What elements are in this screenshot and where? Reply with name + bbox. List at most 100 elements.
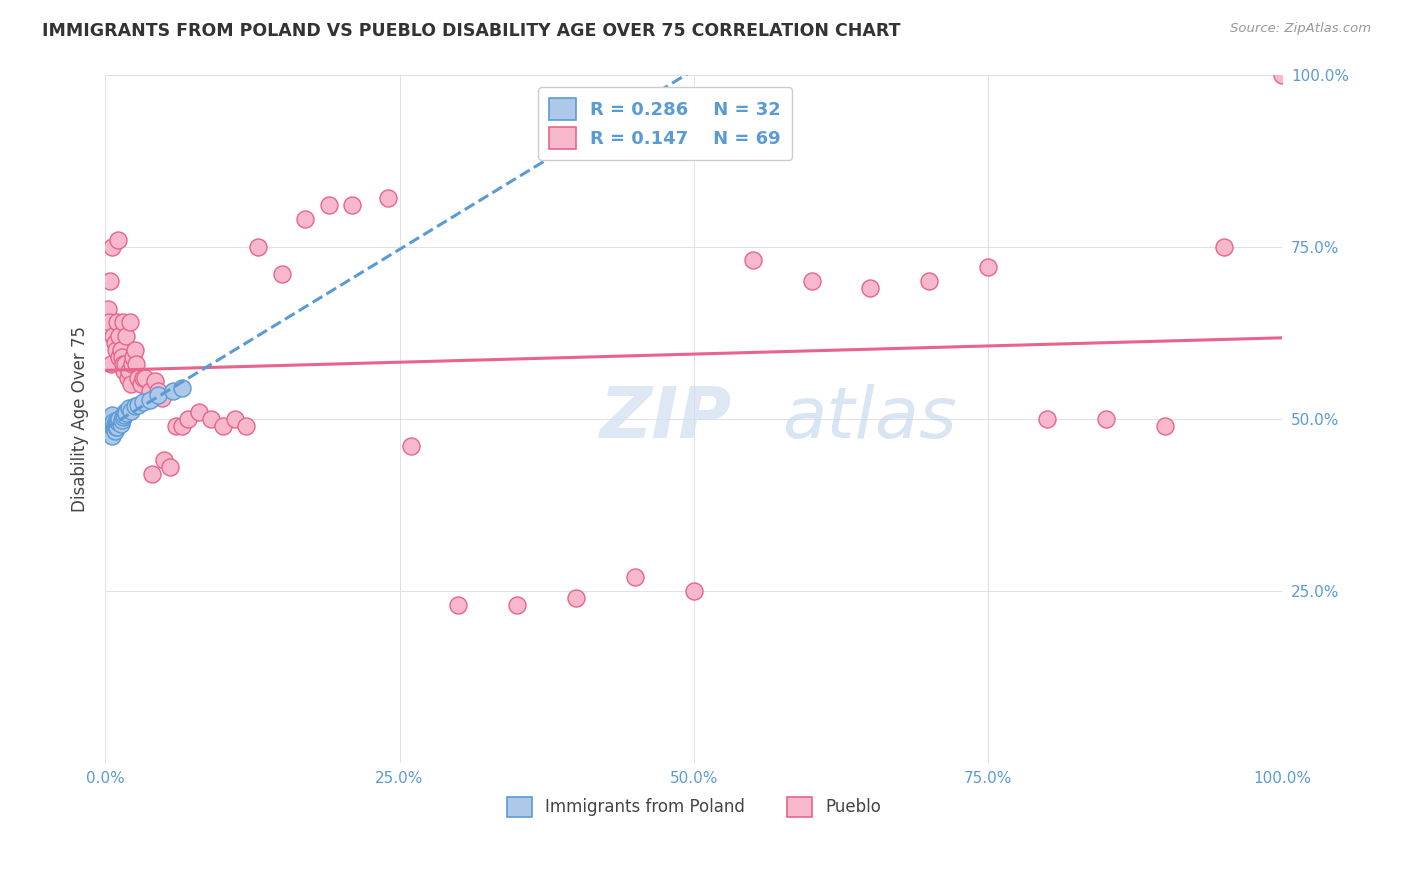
Point bbox=[118, 363, 141, 377]
Point bbox=[162, 384, 184, 399]
Point bbox=[918, 274, 941, 288]
Point bbox=[105, 315, 128, 329]
Point bbox=[121, 357, 143, 371]
Point bbox=[111, 413, 134, 427]
Point bbox=[139, 392, 162, 407]
Point bbox=[104, 420, 127, 434]
Point bbox=[176, 412, 198, 426]
Point bbox=[235, 418, 257, 433]
Point bbox=[1036, 412, 1059, 426]
Point bbox=[111, 357, 134, 371]
Point bbox=[100, 357, 122, 371]
Point bbox=[103, 415, 125, 429]
Point bbox=[104, 343, 127, 357]
Point bbox=[117, 370, 139, 384]
Text: IMMIGRANTS FROM POLAND VS PUEBLO DISABILITY AGE OVER 75 CORRELATION CHART: IMMIGRANTS FROM POLAND VS PUEBLO DISABIL… bbox=[42, 22, 901, 40]
Point bbox=[270, 267, 292, 281]
Point bbox=[103, 420, 125, 434]
Point bbox=[148, 384, 170, 399]
Point bbox=[859, 281, 882, 295]
Point bbox=[165, 418, 187, 433]
Point bbox=[125, 357, 148, 371]
Point bbox=[1095, 412, 1118, 426]
Point bbox=[120, 403, 142, 417]
Point bbox=[103, 329, 125, 343]
Text: atlas: atlas bbox=[782, 384, 956, 453]
Point bbox=[342, 198, 364, 212]
Point bbox=[107, 415, 129, 429]
Point bbox=[800, 274, 823, 288]
Point bbox=[129, 377, 152, 392]
Point bbox=[447, 598, 470, 612]
Point bbox=[377, 191, 399, 205]
Point bbox=[108, 350, 131, 364]
Point bbox=[110, 343, 132, 357]
Point bbox=[104, 336, 127, 351]
Point bbox=[111, 315, 134, 329]
Point bbox=[1153, 418, 1175, 433]
Point bbox=[122, 350, 145, 364]
Text: ZIP: ZIP bbox=[600, 384, 733, 453]
Point bbox=[115, 406, 138, 420]
Point bbox=[741, 253, 763, 268]
Point bbox=[134, 370, 156, 384]
Point bbox=[108, 412, 131, 426]
Point bbox=[101, 429, 124, 443]
Point bbox=[127, 370, 149, 384]
Point bbox=[132, 394, 155, 409]
Point bbox=[112, 409, 135, 423]
Point bbox=[682, 584, 704, 599]
Point bbox=[1271, 68, 1294, 82]
Point bbox=[565, 591, 588, 605]
Point bbox=[170, 381, 193, 395]
Point bbox=[624, 570, 647, 584]
Point bbox=[141, 467, 163, 481]
Point bbox=[97, 415, 120, 429]
Point bbox=[127, 398, 149, 412]
Point bbox=[318, 198, 340, 212]
Point bbox=[100, 412, 122, 426]
Point bbox=[132, 370, 155, 384]
Point bbox=[294, 212, 316, 227]
Point bbox=[107, 233, 129, 247]
Point bbox=[143, 374, 166, 388]
Point bbox=[401, 439, 423, 453]
Point bbox=[111, 350, 134, 364]
Point bbox=[104, 415, 127, 429]
Legend: Immigrants from Poland, Pueblo: Immigrants from Poland, Pueblo bbox=[501, 790, 887, 823]
Point bbox=[150, 391, 173, 405]
Point bbox=[136, 391, 159, 405]
Point bbox=[114, 357, 136, 371]
Point bbox=[188, 405, 211, 419]
Point bbox=[114, 405, 136, 419]
Point bbox=[139, 384, 162, 399]
Point bbox=[105, 420, 128, 434]
Point bbox=[224, 412, 246, 426]
Point bbox=[97, 301, 120, 316]
Point bbox=[98, 274, 121, 288]
Point bbox=[104, 417, 127, 432]
Point bbox=[100, 425, 122, 440]
Text: Source: ZipAtlas.com: Source: ZipAtlas.com bbox=[1230, 22, 1371, 36]
Point bbox=[148, 388, 170, 402]
Point bbox=[153, 453, 176, 467]
Point bbox=[110, 417, 132, 432]
Point bbox=[118, 401, 141, 416]
Point bbox=[101, 409, 124, 423]
Point bbox=[977, 260, 1000, 275]
Point bbox=[101, 240, 124, 254]
Point bbox=[170, 418, 193, 433]
Point bbox=[124, 400, 146, 414]
Point bbox=[115, 329, 138, 343]
Y-axis label: Disability Age Over 75: Disability Age Over 75 bbox=[72, 326, 89, 512]
Point bbox=[506, 598, 529, 612]
Point bbox=[212, 418, 235, 433]
Point bbox=[1212, 240, 1234, 254]
Point bbox=[98, 418, 121, 433]
Point bbox=[112, 363, 135, 377]
Point bbox=[247, 240, 270, 254]
Point bbox=[104, 424, 127, 438]
Point bbox=[108, 329, 131, 343]
Point bbox=[97, 422, 120, 436]
Point bbox=[111, 410, 134, 425]
